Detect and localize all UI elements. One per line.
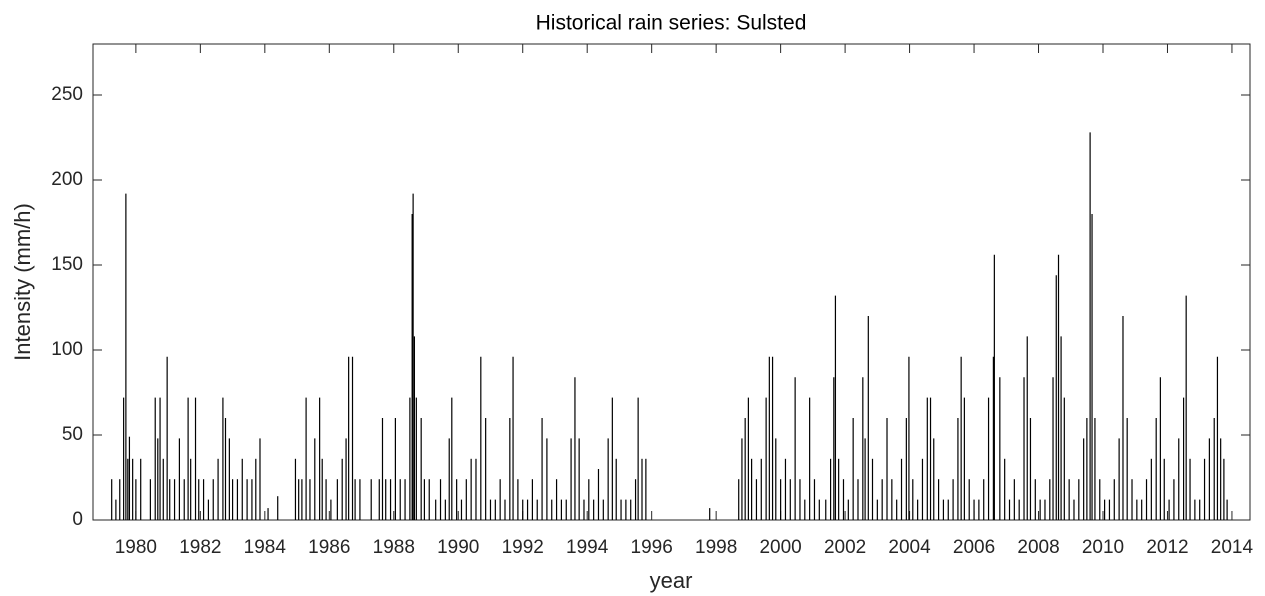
y-axis-label: Intensity (mm/h): [10, 203, 35, 361]
x-tick-label: 1988: [373, 537, 415, 558]
x-tick-label: 2006: [953, 537, 995, 558]
x-tick-label: 1986: [308, 537, 350, 558]
y-tick-label: 250: [51, 84, 83, 105]
x-tick-label: 2008: [1017, 537, 1059, 558]
x-tick-label: 1998: [695, 537, 737, 558]
x-tick-label: 1980: [115, 537, 157, 558]
x-tick-label: 2000: [759, 537, 801, 558]
y-tick-label: 0: [72, 509, 83, 530]
x-tick-label: 1996: [631, 537, 673, 558]
x-tick-label: 2002: [824, 537, 866, 558]
x-tick-label: 1984: [244, 537, 287, 558]
y-tick-label: 200: [51, 169, 83, 190]
y-tick-label: 50: [62, 424, 83, 445]
x-tick-label: 1990: [437, 537, 479, 558]
x-tick-label: 2004: [888, 537, 931, 558]
x-tick-label: 1982: [179, 537, 221, 558]
chart-title: Historical rain series: Sulsted: [536, 12, 807, 35]
x-tick-label: 2012: [1146, 537, 1188, 558]
plot-frame: [92, 43, 1251, 521]
y-tick-label: 100: [51, 339, 83, 360]
x-tick-label: 2014: [1211, 537, 1254, 558]
x-tick-label: 2010: [1082, 537, 1124, 558]
x-tick-label: 1992: [502, 537, 544, 558]
y-tick-label: 150: [51, 254, 83, 275]
x-tick-label: 1994: [566, 537, 609, 558]
x-axis-label: year: [650, 568, 693, 593]
